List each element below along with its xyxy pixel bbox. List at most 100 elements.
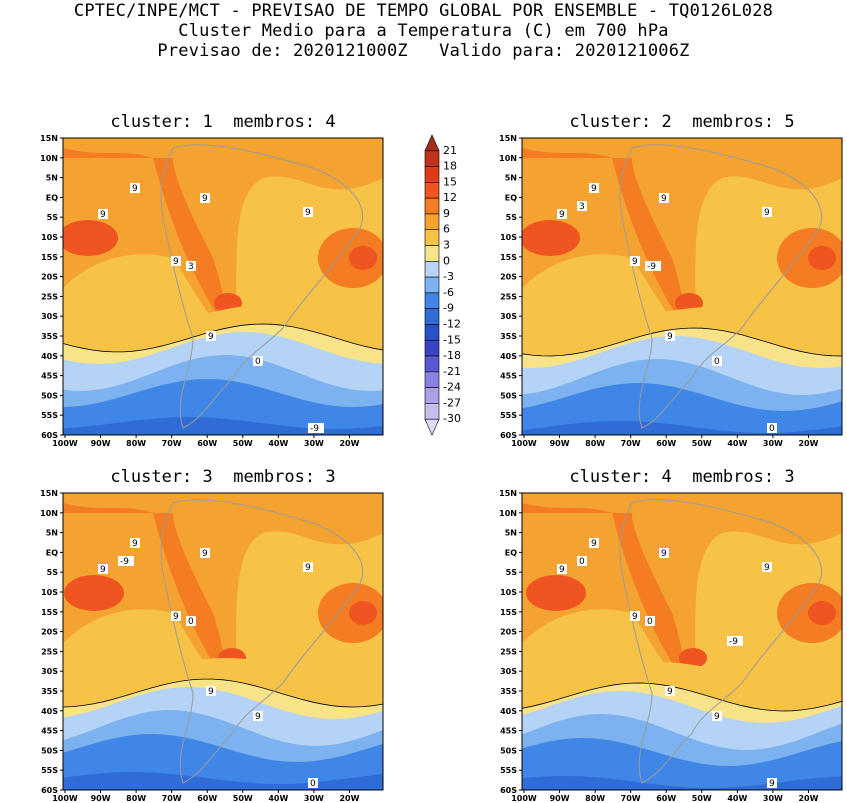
lon-tick-label: 70W [621, 439, 641, 448]
lon-tick-label: 60W [656, 794, 676, 803]
field-hot-band [63, 503, 225, 673]
lon-tick-label: 60W [656, 439, 676, 448]
field-warm-band [63, 138, 383, 338]
colorbar-swatch [424, 229, 440, 246]
temperature-band [522, 738, 842, 790]
contour-label-bg [118, 556, 134, 566]
contour-label: 9 [667, 332, 673, 342]
field-warm-band [522, 138, 842, 338]
colorbar-swatch [424, 292, 440, 309]
lat-tick-label: 60S [41, 431, 58, 440]
lon-tick-label: 30W [304, 794, 324, 803]
lon-tick-label: 90W [91, 794, 111, 803]
lat-tick-label: 35S [500, 687, 517, 696]
field-hot-band [522, 148, 684, 318]
colorbar-swatch [424, 261, 440, 278]
contour-label: 0 [255, 357, 261, 367]
colorbar-label: 15 [443, 175, 457, 188]
lon-tick-label: 40W [727, 794, 747, 803]
colorbar-label: -12 [443, 317, 461, 330]
contour-label-bg [665, 331, 675, 341]
hot-spot [349, 246, 377, 270]
panel-1-title: cluster: 1 membros: 4 [110, 112, 336, 132]
contour-label: 0 [579, 557, 585, 567]
colorbar-label: 18 [443, 160, 457, 173]
contour-label: 9 [714, 712, 720, 722]
contour-label-bg [577, 556, 587, 566]
lat-tick-label: EQ [505, 193, 517, 202]
contour-label-bg [206, 331, 216, 341]
colorbar-swatch [424, 213, 440, 231]
contour-label: 9 [764, 563, 770, 573]
contour-label-bg [98, 209, 108, 219]
lat-tick-label: 50S [41, 746, 58, 755]
lon-tick-label: 70W [621, 794, 641, 803]
colorbar-swatch [424, 182, 440, 199]
colorbar-label: -18 [443, 349, 461, 362]
lat-tick-label: 25S [500, 647, 517, 656]
field-warm-band [522, 493, 842, 693]
colorbar: 21 18 15 12 9 6 3 0 -3 -6 -9 -12 -15 -18 -21 -24 -27 -30 [424, 134, 461, 436]
lat-tick-label: 10S [500, 233, 517, 242]
lat-tick-label: 35S [41, 332, 58, 341]
lon-tick-label: 60W [197, 439, 217, 448]
lat-tick-label: 45S [41, 372, 58, 381]
lat-tick-label: 20S [500, 628, 517, 637]
colorbar-swatch [424, 371, 440, 388]
panel-1-frame [62, 137, 384, 436]
field-hot-band [63, 148, 225, 318]
lon-tick-label: 30W [763, 794, 783, 803]
lat-tick-label: 15S [500, 608, 517, 617]
lat-tick-label: 5S [506, 213, 518, 222]
lon-tick-label: 50W [233, 794, 253, 803]
contour-label: 0 [647, 617, 653, 627]
panel-4-frame [521, 492, 843, 791]
lat-tick-label: 5S [47, 213, 59, 222]
lat-tick-label: 10S [41, 588, 58, 597]
lat-tick-label: 10N [499, 509, 517, 518]
lat-tick-label: 15N [499, 489, 517, 498]
temperature-band [522, 776, 842, 790]
contour-line-0 [63, 678, 383, 708]
contour-label-bg [659, 548, 669, 558]
lat-tick-label: 5S [506, 568, 518, 577]
contour-label: 9 [591, 539, 597, 549]
lat-tick-label: 55S [41, 766, 58, 775]
panel-3-title: cluster: 3 membros: 3 [110, 467, 336, 487]
contour-label: 3 [188, 262, 194, 272]
contour-label-bg [200, 193, 210, 203]
lat-tick-label: 25S [500, 292, 517, 301]
lat-tick-label: 15N [499, 134, 517, 143]
lon-tick-label: 30W [304, 439, 324, 448]
lat-tick-label: 25S [41, 647, 58, 656]
lat-tick-label: 60S [41, 786, 58, 795]
lat-tick-label: 30S [500, 667, 517, 676]
colorbar-swatch [424, 324, 440, 341]
contour-label-bg [308, 423, 324, 433]
hot-spot [808, 601, 836, 625]
lon-tick-label: 20W [339, 794, 359, 803]
colorbar-cap-top [424, 134, 440, 152]
colorbar-swatch [424, 387, 440, 404]
hot-spot [63, 220, 118, 256]
contour-label-bg [577, 201, 587, 211]
hot-spot [349, 601, 377, 625]
lat-tick-label: 15N [40, 134, 58, 143]
colorbar-swatch [424, 339, 440, 357]
contour-label-bg [712, 711, 722, 721]
lon-tick-label: 80W [585, 794, 605, 803]
colorbar-label: -3 [443, 270, 454, 283]
contour-label-bg [253, 711, 263, 721]
contour-label-bg [659, 193, 669, 203]
colorbar-swatch [424, 308, 440, 325]
contour-label: 9 [208, 332, 214, 342]
contour-label-bg [589, 538, 599, 548]
colorbar-swatch [424, 150, 440, 167]
lon-tick-label: 70W [162, 439, 182, 448]
contour-label: 9 [632, 257, 638, 267]
contour-label: 9 [764, 208, 770, 218]
lat-tick-label: 40S [500, 352, 517, 361]
contour-label: 9 [255, 712, 261, 722]
